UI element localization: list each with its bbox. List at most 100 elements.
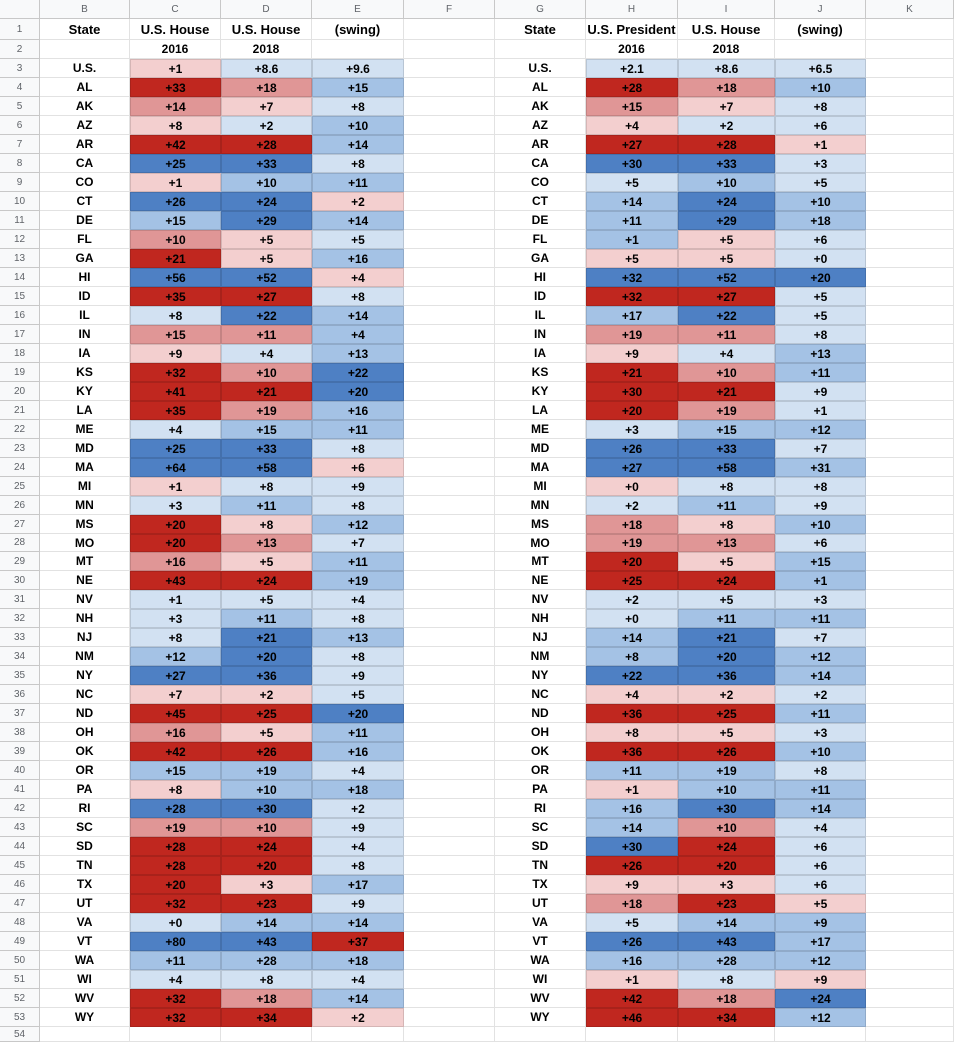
swing-cell-b-wv[interactable]: +24 [775,989,866,1008]
swing-cell-sd[interactable]: +4 [312,837,404,856]
swing-cell-b-wy[interactable]: +12 [775,1008,866,1027]
state-cell-ga[interactable]: GA [40,249,130,268]
president-2016-cell-wy[interactable]: +46 [586,1008,678,1027]
cell[interactable] [404,818,495,837]
cell[interactable] [866,230,954,249]
cell[interactable] [404,78,495,97]
state-cell-b-wy[interactable]: WY [495,1008,586,1027]
row-header-43[interactable]: 43 [0,818,40,837]
cell[interactable] [404,552,495,571]
row-header-23[interactable]: 23 [0,439,40,458]
house-2016-cell-de[interactable]: +15 [130,211,221,230]
state-cell-tn[interactable]: TN [40,856,130,875]
house-2018-cell-md[interactable]: +33 [221,439,312,458]
swing-cell-mo[interactable]: +7 [312,534,404,552]
house-2018-cell-mi[interactable]: +8 [221,477,312,496]
house-2016-cell-va[interactable]: +0 [130,913,221,932]
cell[interactable] [404,609,495,628]
state-cell-us[interactable]: U.S. [40,59,130,78]
swing-cell-tx[interactable]: +17 [312,875,404,894]
house-2016-cell-nd[interactable]: +45 [130,704,221,723]
column-header-i[interactable]: I [678,0,775,19]
house-2018-cell-b-ar[interactable]: +28 [678,135,775,154]
swing-cell-ar[interactable]: +14 [312,135,404,154]
house-2018-cell-oh[interactable]: +5 [221,723,312,742]
header-house-2018-b[interactable]: U.S. House [678,19,775,40]
select-all-corner[interactable] [0,0,40,19]
state-cell-b-ct[interactable]: CT [495,192,586,211]
cell[interactable] [404,230,495,249]
house-2018-cell-in[interactable]: +11 [221,325,312,344]
row-header-30[interactable]: 30 [0,571,40,590]
state-cell-mo[interactable]: MO [40,534,130,552]
cell[interactable] [866,287,954,306]
cell[interactable] [404,628,495,647]
swing-cell-nv[interactable]: +4 [312,590,404,609]
row-header-3[interactable]: 3 [0,59,40,78]
row-header-49[interactable]: 49 [0,932,40,951]
house-2016-cell-sc[interactable]: +19 [130,818,221,837]
state-cell-b-nj[interactable]: NJ [495,628,586,647]
house-2018-cell-b-nc[interactable]: +2 [678,685,775,704]
cell[interactable] [866,875,954,894]
row-header-37[interactable]: 37 [0,704,40,723]
header-president-2016[interactable]: U.S. President [586,19,678,40]
row-header-12[interactable]: 12 [0,230,40,249]
swing-cell-b-ia[interactable]: +13 [775,344,866,363]
cell[interactable] [866,477,954,496]
swing-cell-or[interactable]: +4 [312,761,404,780]
house-2016-cell-ca[interactable]: +25 [130,154,221,173]
cell[interactable] [404,970,495,989]
cell[interactable] [404,287,495,306]
swing-cell-in[interactable]: +4 [312,325,404,344]
state-cell-b-nc[interactable]: NC [495,685,586,704]
swing-cell-b-or[interactable]: +8 [775,761,866,780]
cell[interactable] [866,780,954,799]
row-header-53[interactable]: 53 [0,1008,40,1027]
cell[interactable] [404,704,495,723]
cell[interactable] [404,116,495,135]
cell[interactable] [404,268,495,287]
header-year-2018-b[interactable]: 2018 [678,40,775,59]
house-2018-cell-ar[interactable]: +28 [221,135,312,154]
column-header-b[interactable]: B [40,0,130,19]
cell[interactable] [404,249,495,268]
row-header-34[interactable]: 34 [0,647,40,666]
house-2018-cell-b-pa[interactable]: +10 [678,780,775,799]
swing-cell-ut[interactable]: +9 [312,894,404,913]
president-2016-cell-pa[interactable]: +1 [586,780,678,799]
president-2016-cell-nj[interactable]: +14 [586,628,678,647]
swing-cell-b-ut[interactable]: +5 [775,894,866,913]
state-cell-nv[interactable]: NV [40,590,130,609]
column-header-f[interactable]: F [404,0,495,19]
state-cell-b-ak[interactable]: AK [495,97,586,116]
row-header-13[interactable]: 13 [0,249,40,268]
swing-cell-b-nh[interactable]: +11 [775,609,866,628]
president-2016-cell-nv[interactable]: +2 [586,590,678,609]
house-2018-cell-us[interactable]: +8.6 [221,59,312,78]
row-header-11[interactable]: 11 [0,211,40,230]
state-cell-oh[interactable]: OH [40,723,130,742]
swing-cell-b-id[interactable]: +5 [775,287,866,306]
swing-cell-ma[interactable]: +6 [312,458,404,477]
swing-cell-b-oh[interactable]: +3 [775,723,866,742]
row-header-39[interactable]: 39 [0,742,40,761]
swing-cell-b-tn[interactable]: +6 [775,856,866,875]
state-cell-ks[interactable]: KS [40,363,130,382]
president-2016-cell-va[interactable]: +5 [586,913,678,932]
cell[interactable] [866,78,954,97]
row-header-48[interactable]: 48 [0,913,40,932]
cell[interactable] [866,685,954,704]
house-2018-cell-tx[interactable]: +3 [221,875,312,894]
swing-cell-wa[interactable]: +18 [312,951,404,970]
president-2016-cell-ga[interactable]: +5 [586,249,678,268]
state-cell-nm[interactable]: NM [40,647,130,666]
cell[interactable] [866,590,954,609]
swing-cell-b-vt[interactable]: +17 [775,932,866,951]
cell[interactable] [866,799,954,818]
cell[interactable] [866,1027,954,1042]
state-cell-mt[interactable]: MT [40,552,130,571]
house-2018-cell-b-wv[interactable]: +18 [678,989,775,1008]
cell[interactable] [404,192,495,211]
house-2018-cell-ca[interactable]: +33 [221,154,312,173]
